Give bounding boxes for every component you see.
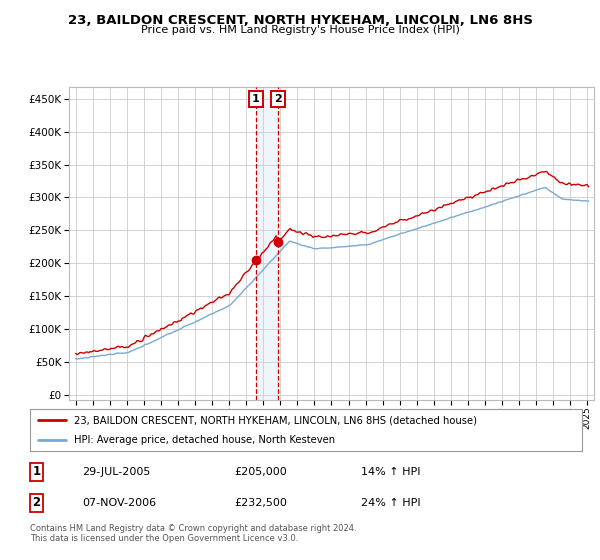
Text: 23, BAILDON CRESCENT, NORTH HYKEHAM, LINCOLN, LN6 8HS: 23, BAILDON CRESCENT, NORTH HYKEHAM, LIN… [67, 14, 533, 27]
Text: Contains HM Land Registry data © Crown copyright and database right 2024.
This d: Contains HM Land Registry data © Crown c… [30, 524, 356, 543]
Text: 23, BAILDON CRESCENT, NORTH HYKEHAM, LINCOLN, LN6 8HS (detached house): 23, BAILDON CRESCENT, NORTH HYKEHAM, LIN… [74, 415, 477, 425]
Text: 2: 2 [32, 496, 41, 509]
Text: 1: 1 [32, 465, 41, 478]
Text: £205,000: £205,000 [234, 467, 287, 477]
Text: 1: 1 [252, 94, 260, 104]
Text: £232,500: £232,500 [234, 498, 287, 508]
Text: Price paid vs. HM Land Registry's House Price Index (HPI): Price paid vs. HM Land Registry's House … [140, 25, 460, 35]
Text: 24% ↑ HPI: 24% ↑ HPI [361, 498, 421, 508]
Text: 29-JUL-2005: 29-JUL-2005 [82, 467, 151, 477]
Text: HPI: Average price, detached house, North Kesteven: HPI: Average price, detached house, Nort… [74, 435, 335, 445]
Text: 14% ↑ HPI: 14% ↑ HPI [361, 467, 421, 477]
Bar [256, 87, 278, 400]
Text: 07-NOV-2006: 07-NOV-2006 [82, 498, 157, 508]
Text: 2: 2 [274, 94, 281, 104]
